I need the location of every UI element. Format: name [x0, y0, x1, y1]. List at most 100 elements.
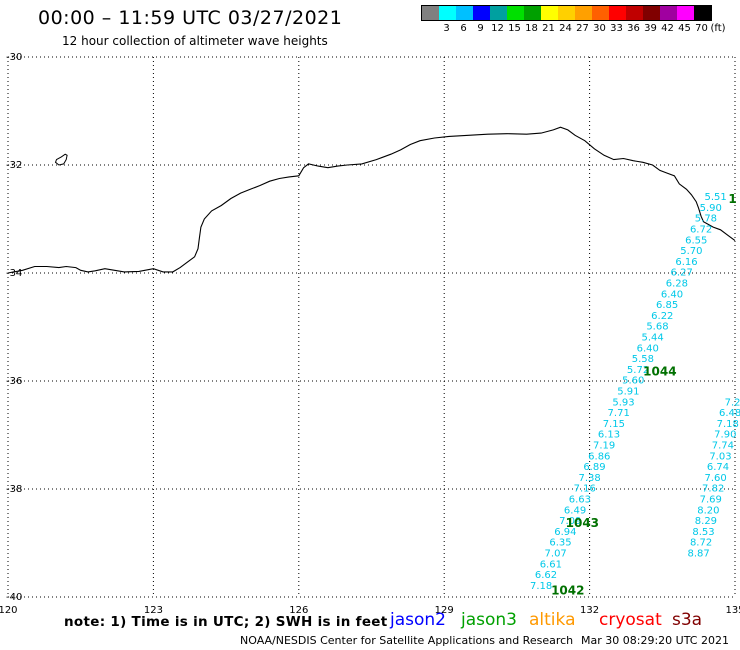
credit-text: NOAA/NESDIS Center for Satellite Applica… — [240, 634, 574, 647]
swh-value: 6.22 — [651, 311, 673, 322]
legend-swatch — [575, 6, 592, 20]
swh-value: 5.90 — [700, 203, 722, 214]
legend-label: 9 — [477, 23, 484, 34]
swh-value: 7.90 — [714, 430, 736, 441]
legend-label: 33 — [610, 23, 623, 34]
legend-swatches — [421, 5, 712, 21]
legend-label: 70 — [695, 23, 708, 34]
page-title: 00:00 – 11:59 UTC 03/27/2021 — [38, 7, 343, 29]
swh-value: 6.28 — [666, 279, 688, 290]
swh-value: 7.07 — [545, 549, 567, 560]
swh-value: 8.20 — [697, 505, 719, 516]
swh-value: 7.60 — [704, 473, 726, 484]
swh-value: 8.29 — [695, 516, 717, 527]
swh-value: 7.2 — [725, 397, 740, 408]
swh-value: 5.60 — [622, 376, 644, 387]
swh-value: 6.94 — [554, 527, 576, 538]
swh-value: 7.18 — [530, 581, 552, 592]
legend-labels: 3 6 9 12 15 18 21 24 27 30 33 36 39 42 45 70 (ft) — [421, 21, 725, 35]
swh-value: 8.87 — [688, 549, 710, 560]
swh-value: 5.93 — [612, 397, 634, 408]
legend-swatch — [422, 6, 439, 20]
swh-value: 5.72 — [627, 365, 649, 376]
swh-value: 6.63 — [569, 495, 591, 506]
generated-timestamp: Mar 30 08:29:20 UTC 2021 — [581, 634, 729, 647]
legend-swatch — [694, 6, 711, 20]
legend-swatch — [643, 6, 660, 20]
legend-label: 27 — [576, 23, 589, 34]
swh-value: 7.74 — [712, 441, 734, 452]
legend-swatch — [473, 6, 490, 20]
legend-label: 36 — [627, 23, 640, 34]
swh-value: 5.58 — [632, 354, 654, 365]
lat-tick-label: -30 — [6, 52, 22, 63]
swh-value: 6.27 — [671, 268, 693, 279]
legend-label: 39 — [644, 23, 657, 34]
pass-time-label: 1 — [728, 192, 736, 206]
legend-label: 45 — [678, 23, 691, 34]
legend-label: 24 — [559, 23, 572, 34]
legend-label: 30 — [593, 23, 606, 34]
swh-value: 5.68 — [646, 322, 668, 333]
lon-tick-label: 135 — [725, 605, 740, 616]
legend-swatch — [541, 6, 558, 20]
satellite-jason3: jason3 — [461, 610, 517, 630]
legend-swatch — [677, 6, 694, 20]
legend-unit: (ft) — [710, 23, 726, 34]
swh-value: 5.44 — [641, 333, 663, 344]
swh-value: 6.72 — [690, 225, 712, 236]
swh-value: 6.13 — [598, 430, 620, 441]
swh-value: 6.55 — [685, 235, 707, 246]
page-subtitle: 12 hour collection of altimeter wave hei… — [62, 34, 328, 48]
swh-value: 6.85 — [656, 300, 678, 311]
coastline — [7, 126, 736, 274]
lon-tick-label: 132 — [580, 605, 599, 616]
swh-value: 7.71 — [608, 408, 630, 419]
legend-swatch — [507, 6, 524, 20]
legend-label: 12 — [491, 23, 504, 34]
swh-value: 7.38 — [578, 473, 600, 484]
legend-label: 15 — [508, 23, 521, 34]
legend-label: 18 — [525, 23, 538, 34]
legend-swatch — [626, 6, 643, 20]
swh-value: 6.62 — [535, 570, 557, 581]
swh-value: 6.35 — [549, 538, 571, 549]
swh-value: 7.18 — [717, 419, 739, 430]
pass-time-label: 1043 — [566, 516, 599, 530]
swh-value: 6.16 — [675, 257, 697, 268]
swh-value: 8.53 — [692, 527, 714, 538]
lat-tick-label: -40 — [6, 592, 22, 603]
swh-value: 7.16 — [574, 484, 596, 495]
swh-value: 6.86 — [588, 451, 610, 462]
swh-value: 6.49 — [564, 505, 586, 516]
satellite-s3a: s3a — [672, 610, 703, 630]
legend-label: 21 — [542, 23, 555, 34]
swh-value: 5.91 — [617, 387, 639, 398]
swh-value: 6.48 — [719, 408, 740, 419]
legend-swatch — [456, 6, 473, 20]
satellite-altika: altika — [529, 610, 576, 630]
lat-tick-label: -36 — [6, 376, 22, 387]
satellite-jason2: jason2 — [390, 610, 446, 630]
lon-tick-label: 120 — [0, 605, 18, 616]
swh-value: 6.61 — [540, 559, 562, 570]
legend-label: 3 — [443, 23, 450, 34]
color-legend: 3 6 9 12 15 18 21 24 27 30 33 36 39 42 45 70 (ft) — [421, 5, 726, 35]
satellite-cryosat: cryosat — [599, 610, 662, 630]
swh-value: 5.70 — [680, 246, 702, 257]
swh-value: 6.74 — [707, 462, 729, 473]
island — [54, 153, 68, 166]
legend-swatch — [558, 6, 575, 20]
swh-value: 7.19 — [593, 441, 615, 452]
swh-value: 5.78 — [695, 214, 717, 225]
swh-value: 6.40 — [637, 343, 659, 354]
legend-label: 6 — [460, 23, 467, 34]
lat-tick-label: -34 — [6, 268, 22, 279]
legend-swatch — [490, 6, 507, 20]
pass-time-label: 1042 — [551, 583, 584, 597]
legend-swatch — [524, 6, 541, 20]
lon-tick-label: 126 — [289, 605, 308, 616]
swh-value: 6.40 — [661, 289, 683, 300]
lon-tick-label: 123 — [144, 605, 163, 616]
